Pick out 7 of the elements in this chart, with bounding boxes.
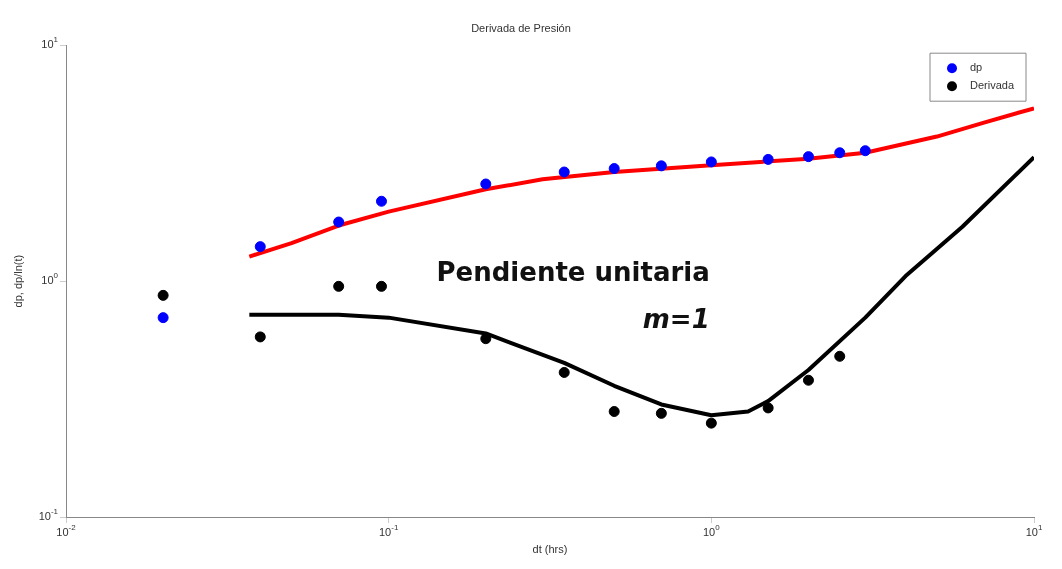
x-axis-title: dt (hrs) [532, 543, 568, 556]
annotation: Pendiente unitaria [436, 257, 710, 288]
y-axis-title: dp, dp/ln(t) [11, 254, 24, 308]
chart-title: Derivada de Presión [471, 21, 571, 34]
legend-label: Derivada [970, 79, 1015, 92]
annotation: m=1 [642, 304, 710, 335]
legend-label: dp [970, 61, 983, 74]
